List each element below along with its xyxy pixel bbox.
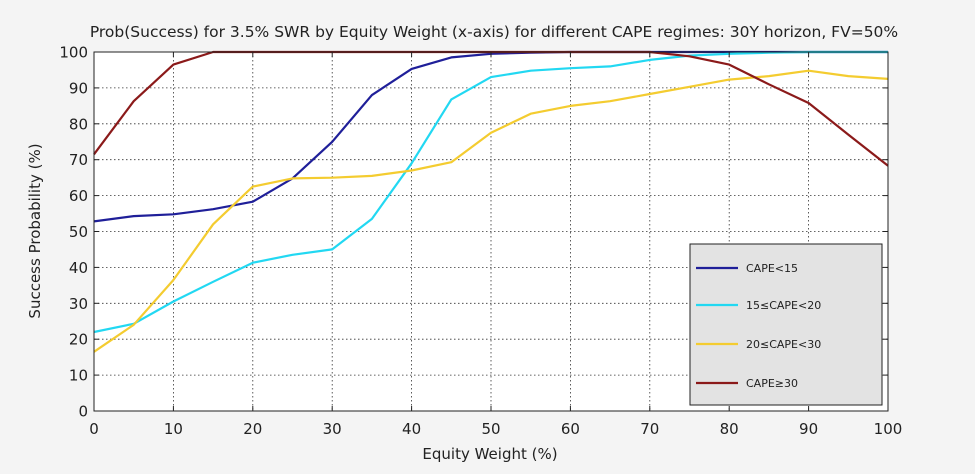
x-tick-label: 10	[164, 420, 183, 438]
plot-frame	[93, 51, 889, 412]
legend-label-3: CAPE≥30	[746, 377, 798, 390]
x-tick-label: 70	[640, 420, 659, 438]
x-tick-label: 90	[799, 420, 818, 438]
tick-labels: 0 10 20 30 40 50 60 70 80 90 100 0 10 20 30 40 50 60 70 80 9…	[59, 44, 902, 439]
x-tick-label: 50	[481, 420, 500, 438]
x-tick-label: 60	[561, 420, 580, 438]
x-tick-label: 20	[243, 420, 262, 438]
y-tick-label: 0	[78, 403, 88, 421]
legend-label-1: 15≤CAPE<20	[746, 299, 821, 312]
legend: CAPE<15 15≤CAPE<20 20≤CAPE<30 CAPE≥30	[689, 243, 883, 406]
y-tick-label: 10	[69, 367, 88, 385]
y-tick-label: 60	[69, 187, 88, 205]
series-line-1	[93, 50, 888, 334]
chart-title: Prob(Success) for 3.5% SWR by Equity Wei…	[90, 23, 898, 41]
y-tick-label: 40	[69, 259, 88, 277]
y-tick-label: 100	[59, 44, 88, 62]
y-tick-label: 20	[69, 331, 88, 349]
x-tick-label: 0	[89, 420, 99, 438]
y-tick-label: 90	[69, 79, 88, 97]
x-tick-label: 30	[323, 420, 342, 438]
legend-box	[689, 243, 883, 406]
y-tick-label: 30	[69, 295, 88, 313]
grid-lines	[94, 52, 888, 411]
legend-label-0: CAPE<15	[746, 262, 798, 275]
y-tick-label: 50	[69, 223, 88, 241]
x-tick-label: 100	[874, 420, 903, 438]
x-tick-label: 80	[720, 420, 739, 438]
x-tick-label: 40	[402, 420, 421, 438]
y-tick-label: 70	[69, 151, 88, 169]
x-axis-label: Equity Weight (%)	[422, 445, 557, 463]
y-axis-label: Success Probability (%)	[26, 143, 44, 318]
axes	[93, 51, 889, 412]
legend-label-2: 20≤CAPE<30	[746, 338, 821, 351]
y-tick-label: 80	[69, 115, 88, 133]
